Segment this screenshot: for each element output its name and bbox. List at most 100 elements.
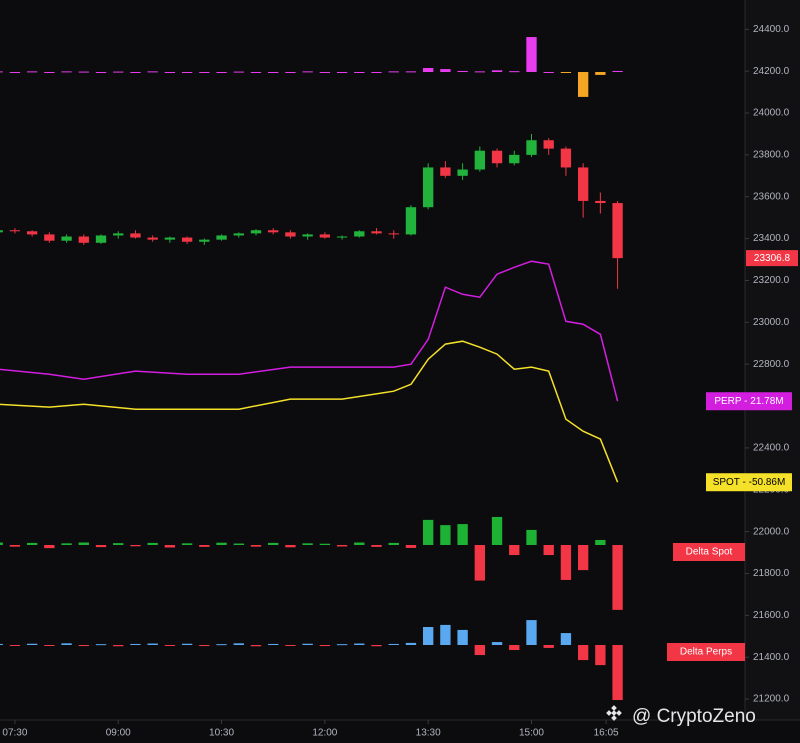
overlay-label-box	[706, 473, 792, 492]
histogram-bar	[371, 72, 382, 73]
histogram-bar	[268, 72, 279, 73]
histogram-bar	[354, 72, 365, 73]
histogram-bar	[285, 645, 296, 646]
histogram-bar	[405, 545, 417, 548]
histogram-bar	[491, 642, 503, 645]
histogram-bar	[199, 545, 210, 547]
candle-body	[233, 233, 244, 236]
histogram-bar	[44, 545, 55, 549]
histogram-bar	[216, 72, 227, 73]
histogram-bar	[302, 543, 313, 545]
histogram-bar	[9, 72, 21, 73]
histogram-bar	[543, 545, 554, 556]
histogram-bar	[285, 72, 296, 73]
y-tick-label: 23600.0	[753, 191, 790, 202]
histogram-bar	[61, 71, 72, 73]
histogram-bar	[423, 627, 434, 645]
candle-body	[302, 234, 313, 237]
candle-body	[181, 237, 193, 242]
price-label-box	[746, 250, 798, 267]
watermark-icon	[606, 705, 622, 721]
histogram-bar	[181, 643, 193, 645]
overlay-label: PERP - 21.78M	[706, 392, 792, 411]
y-tick-label: 21600.0	[753, 610, 790, 621]
histogram-bar	[457, 70, 468, 72]
histogram-bar	[526, 529, 537, 545]
histogram-bar	[78, 71, 89, 73]
panel-label-text: Delta Spot	[686, 547, 733, 558]
y-tick-label: 22400.0	[753, 443, 790, 454]
histogram-bar	[164, 72, 176, 73]
histogram-bar	[491, 70, 503, 72]
histogram-bar	[164, 645, 176, 646]
histogram-bar	[233, 71, 244, 73]
histogram-bar	[181, 543, 193, 545]
candle-body	[130, 233, 141, 238]
histogram-bar	[216, 542, 227, 545]
candle-body	[26, 231, 38, 235]
histogram-bar	[9, 545, 21, 547]
histogram-bar	[268, 542, 279, 545]
histogram-bar	[595, 72, 606, 75]
histogram-bar	[388, 542, 399, 545]
histogram-bar	[113, 543, 124, 545]
overlay-label-text: PERP - 21.78M	[714, 396, 783, 407]
histogram-bar	[233, 543, 244, 545]
x-tick-label: 15:00	[519, 728, 544, 739]
candle-body	[612, 203, 623, 259]
histogram-bar	[577, 645, 589, 661]
histogram-bar	[612, 645, 623, 701]
panel-label-box	[673, 543, 745, 561]
histogram-bar	[405, 642, 417, 645]
histogram-bar	[233, 643, 244, 645]
candle-body	[577, 167, 589, 201]
histogram-bar	[113, 71, 124, 73]
candle-body	[405, 207, 417, 235]
candle-body	[147, 237, 158, 240]
y-tick-label: 21400.0	[753, 652, 790, 663]
y-tick-label: 23200.0	[753, 275, 790, 286]
x-tick-label: 12:00	[312, 728, 337, 739]
y-tick-label: 23400.0	[753, 233, 790, 244]
candle-body	[354, 231, 365, 237]
histogram-bar	[457, 629, 468, 645]
histogram-bar	[405, 71, 417, 73]
histogram-bar	[491, 516, 503, 545]
y-tick-label: 24200.0	[753, 66, 790, 77]
histogram-bar	[560, 633, 572, 645]
price-label: 23306.8	[746, 250, 798, 267]
histogram-bar	[302, 643, 313, 645]
histogram-bar	[0, 71, 3, 73]
histogram-bar	[0, 643, 3, 645]
histogram-bar	[336, 644, 348, 646]
candle-body	[457, 169, 468, 176]
x-tick-label: 13:30	[416, 728, 441, 739]
histogram-bar	[319, 72, 331, 73]
candle-body	[491, 150, 503, 164]
histogram-bar	[577, 72, 589, 97]
candle-body	[78, 236, 89, 243]
histogram-bar	[26, 542, 38, 545]
histogram-bar	[319, 543, 331, 545]
histogram-bar	[595, 539, 606, 545]
y-tick-label: 22800.0	[753, 359, 790, 370]
histogram-bar	[336, 72, 348, 73]
histogram-bar	[26, 71, 38, 73]
histogram-bar	[130, 545, 141, 547]
histogram-bar	[164, 545, 176, 548]
histogram-bar	[354, 542, 365, 545]
candle-body	[285, 232, 296, 237]
y-tick-label: 23800.0	[753, 150, 790, 161]
histogram-bar	[199, 645, 210, 647]
candle-body	[216, 235, 227, 240]
histogram-bar	[302, 71, 313, 73]
histogram-bar	[268, 643, 279, 645]
price-label-text: 23306.8	[754, 253, 791, 264]
candle-body	[250, 230, 262, 234]
histogram-bar	[577, 545, 589, 571]
candle-body	[474, 150, 485, 170]
histogram-bar	[440, 624, 451, 645]
y-tick-label: 24400.0	[753, 24, 790, 35]
histogram-bar	[371, 545, 382, 547]
